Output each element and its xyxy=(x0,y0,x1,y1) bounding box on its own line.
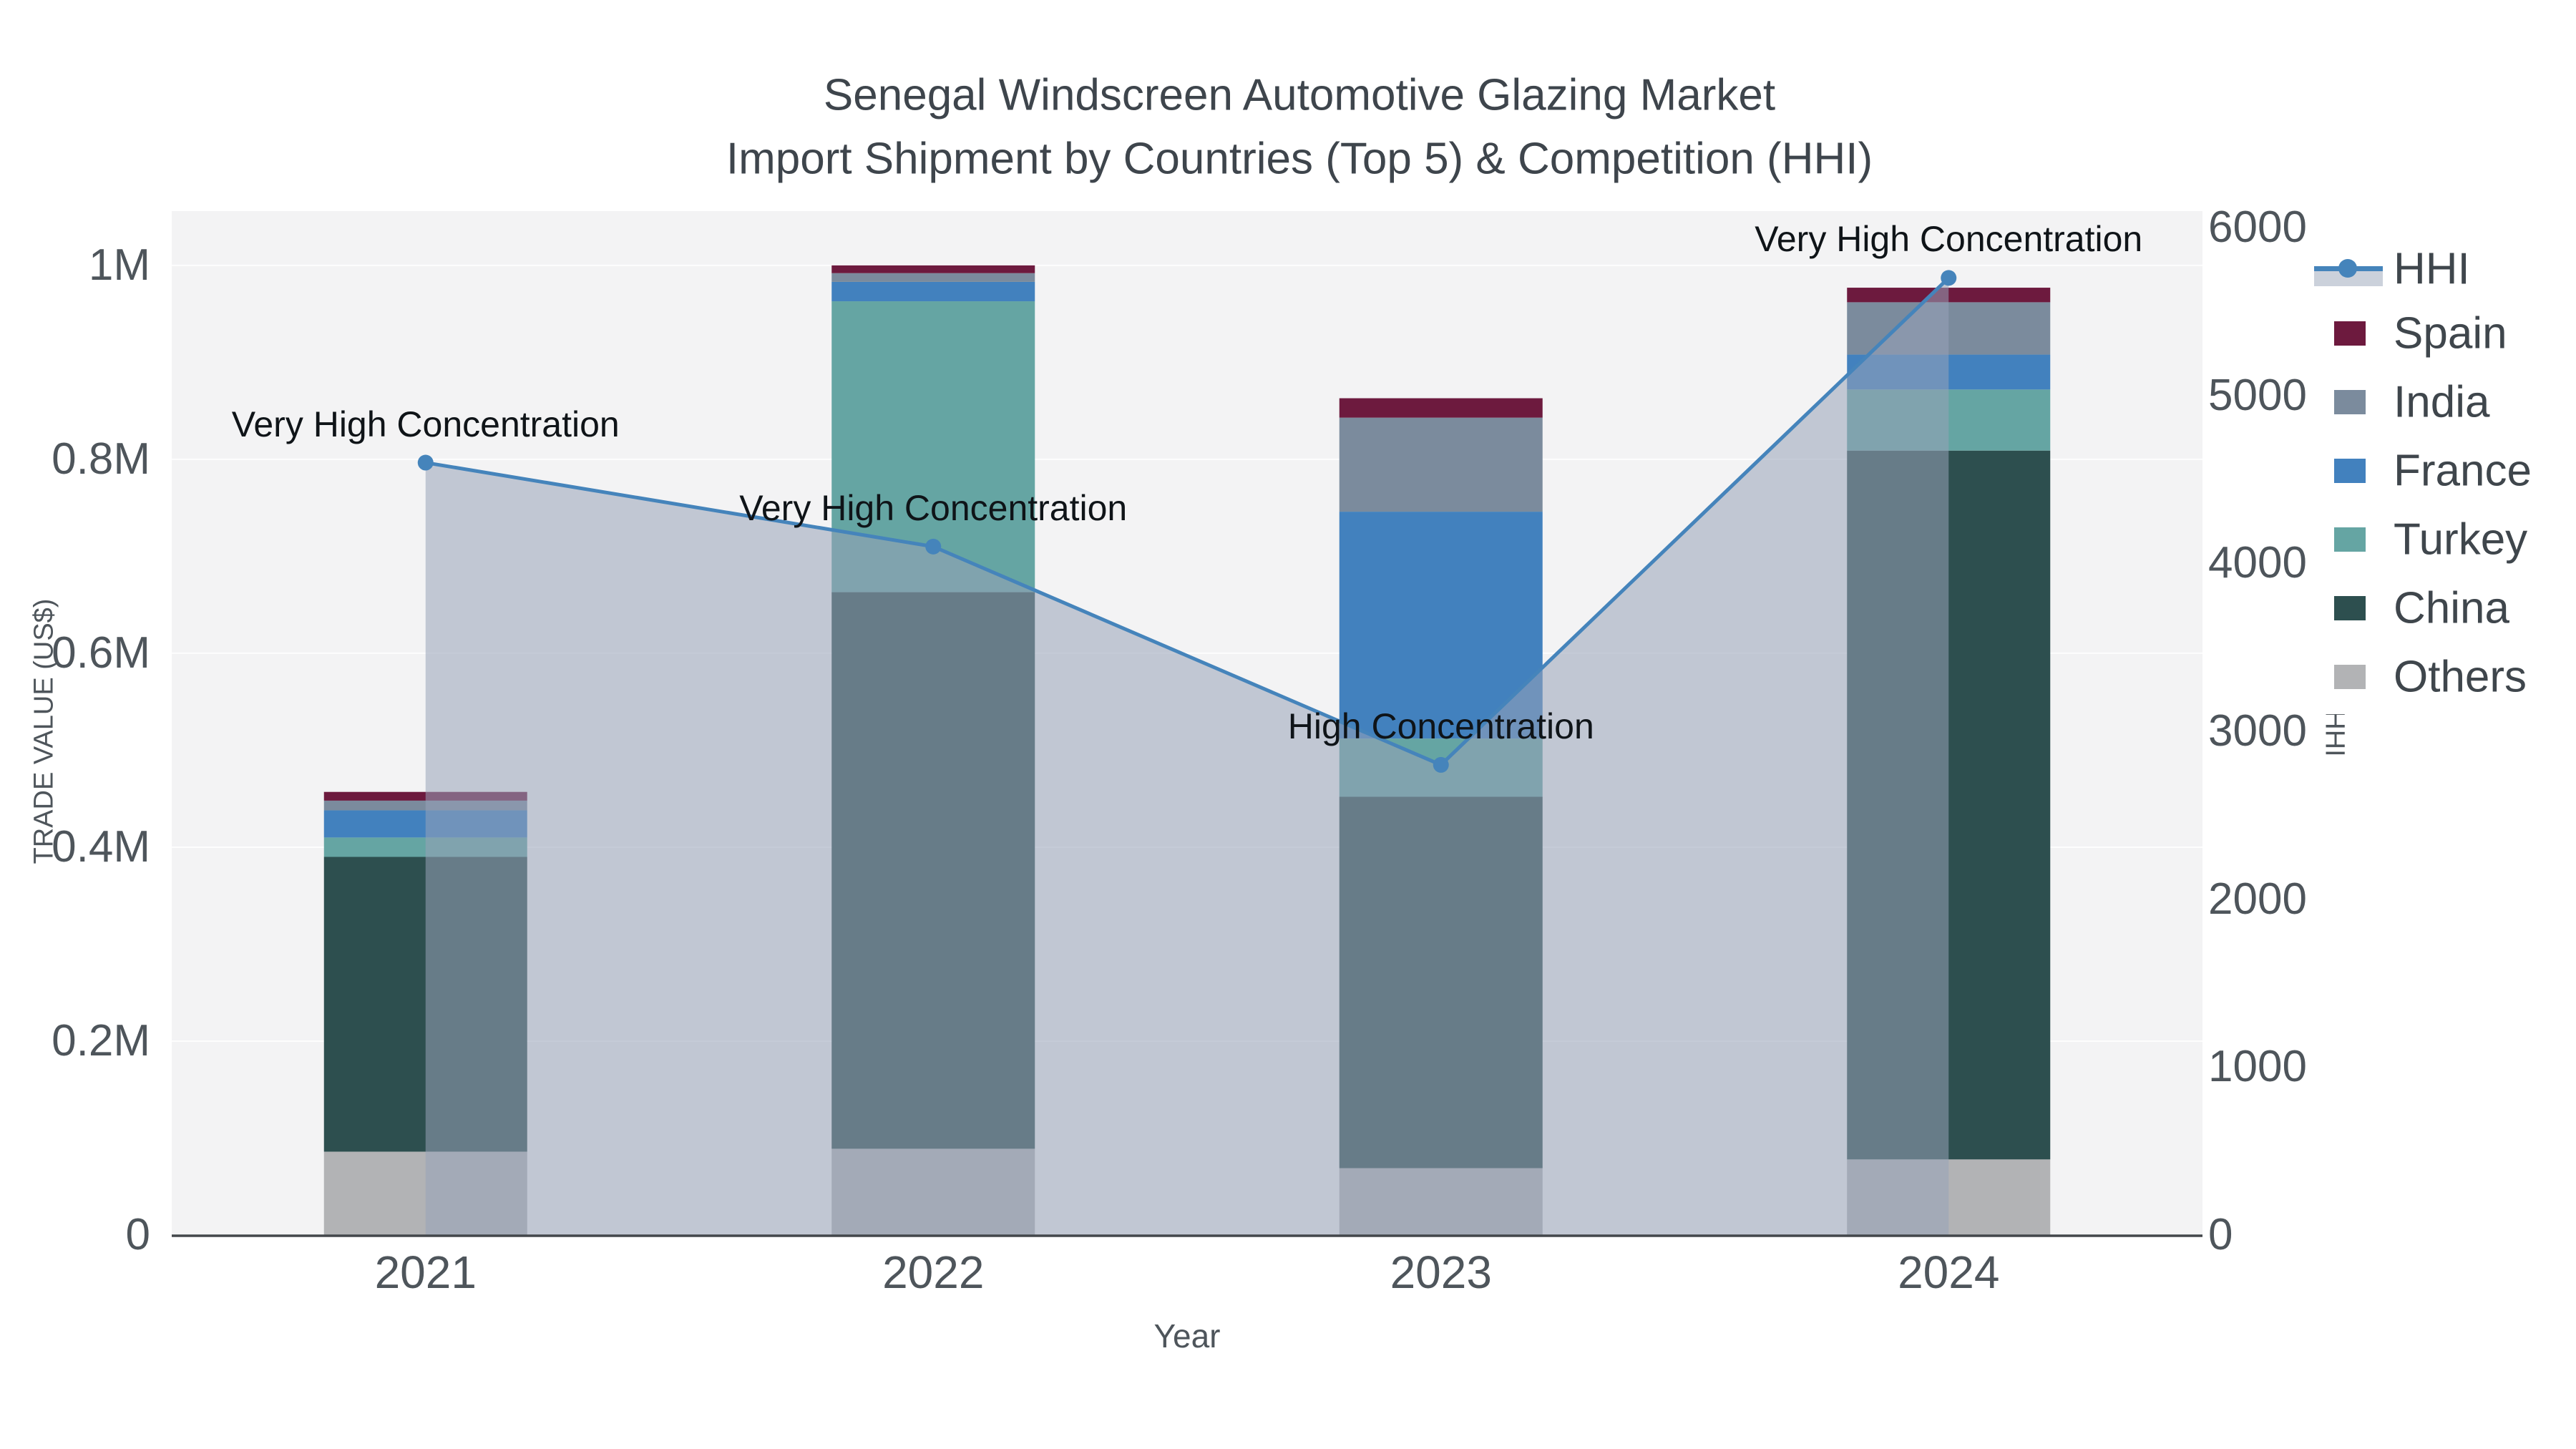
legend-hhi-marker-icon xyxy=(2338,259,2357,278)
x-tick-2024: 2024 xyxy=(1898,1246,2000,1298)
y-left-tick-0: 0 xyxy=(125,1210,150,1259)
legend-swatch-china xyxy=(2334,596,2366,620)
x-tick-2021: 2021 xyxy=(374,1246,477,1298)
annotation-2022: Very High Concentration xyxy=(739,487,1128,528)
legend-entry-france[interactable]: France xyxy=(2308,436,2576,505)
hhi-line xyxy=(425,276,1950,767)
bar-segment-france-2022[interactable] xyxy=(831,281,1035,302)
legend-label-spain: Spain xyxy=(2394,308,2507,358)
bar-segment-spain-2022[interactable] xyxy=(831,265,1035,273)
legend-entry-hhi[interactable]: HHI xyxy=(2308,235,2576,303)
legend-entry-spain[interactable]: Spain xyxy=(2308,299,2576,368)
y-right-tick-1000: 1000 xyxy=(2208,1042,2307,1092)
legend-swatch-turkey xyxy=(2334,527,2366,552)
legend-hhi-fill-swatch xyxy=(2314,270,2383,286)
x-tick-2022: 2022 xyxy=(882,1246,985,1298)
y-axis-title-right: HHI xyxy=(2319,710,2350,757)
y-left-tick-0.4M: 0.4M xyxy=(52,821,150,872)
y-left-tick-0.2M: 0.2M xyxy=(52,1015,150,1065)
legend: HHI Spain India France Turkey China Others xyxy=(2308,187,2576,714)
legend-label-hhi: HHI xyxy=(2394,244,2470,294)
x-axis-title: Year xyxy=(1153,1317,1221,1355)
legend-label-india: India xyxy=(2394,377,2490,427)
y-right-tick-0: 0 xyxy=(2208,1210,2233,1259)
legend-swatch-india xyxy=(2334,390,2366,414)
hhi-marker-2023[interactable] xyxy=(1433,756,1449,773)
legend-swatch-others xyxy=(2334,665,2366,689)
hhi-marker-2022[interactable] xyxy=(925,538,942,555)
y-right-tick-3000: 3000 xyxy=(2208,706,2307,756)
y-right-tick-5000: 5000 xyxy=(2208,370,2307,420)
legend-swatch-france xyxy=(2334,459,2366,483)
annotation-2024: Very High Concentration xyxy=(1755,219,2143,260)
bar-segment-india-2022[interactable] xyxy=(831,273,1035,282)
annotation-2023: High Concentration xyxy=(1287,706,1594,746)
y-right-tick-4000: 4000 xyxy=(2208,538,2307,588)
bar-segment-india-2023[interactable] xyxy=(1339,417,1543,512)
legend-entry-turkey[interactable]: Turkey xyxy=(2308,505,2576,574)
legend-entry-others[interactable]: Others xyxy=(2308,643,2576,711)
y-left-tick-0.8M: 0.8M xyxy=(52,434,150,484)
hhi-marker-2021[interactable] xyxy=(417,454,434,471)
chart-title-line-1: Senegal Windscreen Automotive Glazing Ma… xyxy=(823,70,1776,120)
legend-entry-china[interactable]: China xyxy=(2308,574,2576,643)
legend-swatch-spain xyxy=(2334,321,2366,346)
y-left-tick-1M: 1M xyxy=(88,240,150,290)
legend-label-china: China xyxy=(2394,583,2509,633)
y-right-tick-6000: 6000 xyxy=(2208,202,2307,252)
annotation-2021: Very High Concentration xyxy=(231,404,620,444)
y-left-tick-0.6M: 0.6M xyxy=(52,628,150,678)
legend-label-turkey: Turkey xyxy=(2394,514,2528,565)
legend-label-others: Others xyxy=(2394,652,2527,702)
y-right-tick-2000: 2000 xyxy=(2208,874,2307,924)
legend-label-france: France xyxy=(2394,446,2532,496)
legend-entry-india[interactable]: India xyxy=(2308,368,2576,436)
bar-segment-spain-2023[interactable] xyxy=(1339,398,1543,418)
x-tick-2023: 2023 xyxy=(1390,1246,1492,1298)
chart-title-line-2: Import Shipment by Countries (Top 5) & C… xyxy=(726,134,1873,184)
hhi-marker-2024[interactable] xyxy=(1941,270,1957,286)
hhi-area-fill xyxy=(425,278,1949,1236)
